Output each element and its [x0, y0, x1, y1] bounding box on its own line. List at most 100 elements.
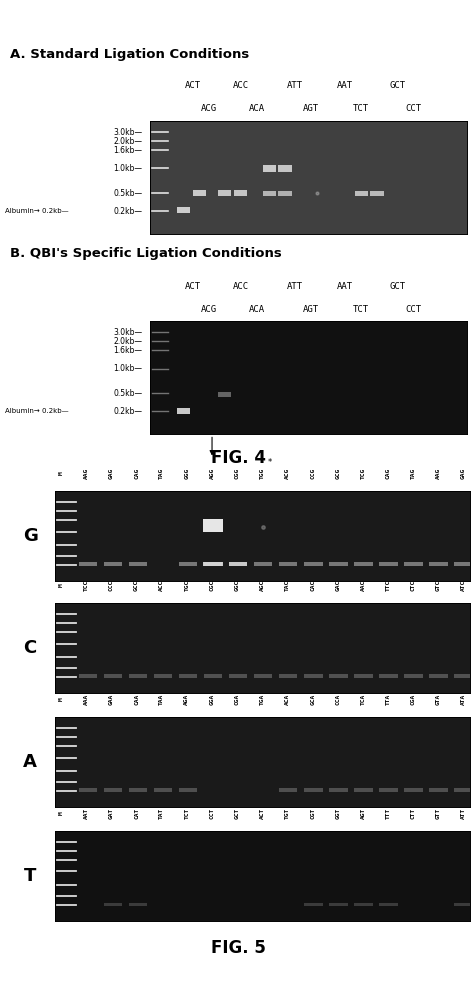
Text: CAG: CAG	[385, 467, 390, 479]
Text: ACT: ACT	[185, 81, 201, 89]
Point	[259, 519, 267, 535]
Text: CGG: CGG	[234, 467, 239, 479]
Text: C: C	[23, 639, 37, 657]
Bar	[428, 675, 447, 678]
Bar	[378, 675, 397, 678]
Bar	[204, 562, 222, 566]
Bar	[203, 519, 223, 531]
Text: A. Standard Ligation Conditions: A. Standard Ligation Conditions	[10, 47, 248, 61]
Bar	[354, 562, 372, 566]
Bar	[154, 675, 172, 678]
Text: TTT: TTT	[385, 807, 390, 819]
Text: *: *	[267, 458, 271, 466]
Text: TCT: TCT	[184, 807, 189, 819]
Text: GCT: GCT	[389, 81, 405, 89]
Text: TCC: TCC	[84, 579, 89, 591]
Text: T: T	[24, 867, 36, 885]
Text: GCT: GCT	[389, 282, 405, 291]
Bar	[228, 675, 247, 678]
Bar	[104, 675, 122, 678]
Text: ACG: ACG	[200, 104, 217, 113]
Bar	[370, 191, 383, 196]
Text: CCC: CCC	[109, 579, 114, 591]
Bar	[354, 902, 372, 905]
Text: AGA: AGA	[184, 693, 189, 705]
Bar	[234, 191, 247, 196]
Bar	[104, 902, 122, 905]
Text: GAG: GAG	[109, 467, 114, 479]
Bar	[354, 675, 372, 678]
Text: AGC: AGC	[259, 579, 264, 591]
Text: TAT: TAT	[159, 807, 164, 819]
Text: ATC: ATC	[460, 579, 465, 591]
Text: CAG: CAG	[134, 467, 139, 479]
Text: AAA: AAA	[84, 693, 89, 705]
Text: CGA: CGA	[410, 693, 415, 705]
Text: ACC: ACC	[159, 579, 164, 591]
Text: GAG: GAG	[460, 467, 465, 479]
Text: CTC: CTC	[410, 579, 415, 591]
Text: 3.0kb—: 3.0kb—	[113, 128, 142, 136]
Text: ACC: ACC	[232, 81, 248, 89]
Text: ATT: ATT	[286, 81, 302, 89]
Text: CCT: CCT	[405, 305, 421, 314]
Text: TAA: TAA	[159, 693, 164, 705]
Text: TAC: TAC	[285, 579, 289, 591]
Text: M: M	[59, 583, 63, 587]
Text: TCA: TCA	[360, 693, 365, 705]
Text: CCG: CCG	[309, 467, 315, 479]
Bar	[378, 562, 397, 566]
Bar	[354, 191, 367, 196]
Bar	[129, 675, 147, 678]
Bar	[278, 789, 297, 791]
Text: CTT: CTT	[410, 807, 415, 819]
Bar	[178, 789, 197, 791]
Text: TCT: TCT	[352, 104, 368, 113]
Bar	[454, 675, 472, 678]
Bar	[278, 191, 291, 196]
Text: GCC: GCC	[134, 579, 139, 591]
Text: ACG: ACG	[200, 305, 217, 314]
Text: 1.0kb—: 1.0kb—	[113, 164, 142, 173]
Text: 0.2kb—: 0.2kb—	[113, 407, 142, 416]
Text: G: G	[23, 527, 38, 545]
Text: GAT: GAT	[109, 807, 114, 819]
Text: GTA: GTA	[435, 693, 440, 705]
Text: CAC: CAC	[309, 579, 315, 591]
Bar	[304, 562, 322, 566]
Text: 2.0kb—: 2.0kb—	[113, 337, 142, 346]
Bar	[328, 789, 347, 791]
Text: 1.6kb—: 1.6kb—	[113, 145, 142, 154]
Text: M: M	[59, 471, 63, 475]
Text: CGA: CGA	[234, 693, 239, 705]
Text: ACA: ACA	[248, 104, 264, 113]
Text: GCT: GCT	[234, 807, 239, 819]
Text: TTC: TTC	[385, 579, 390, 591]
Bar	[278, 165, 291, 172]
Text: AGT: AGT	[302, 305, 318, 314]
Text: FIG. 4: FIG. 4	[210, 449, 266, 466]
Text: ACG: ACG	[285, 467, 289, 479]
Text: TTA: TTA	[385, 693, 390, 705]
Text: GCA: GCA	[309, 693, 315, 705]
Text: 1.6kb—: 1.6kb—	[113, 346, 142, 355]
Bar	[79, 562, 97, 566]
Text: GAA: GAA	[109, 693, 114, 705]
Bar	[254, 562, 272, 566]
Text: CCA: CCA	[335, 693, 339, 705]
Bar	[454, 789, 472, 791]
Text: AGT: AGT	[302, 104, 318, 113]
Text: CGT: CGT	[309, 807, 315, 819]
Bar	[177, 207, 190, 213]
Bar	[262, 165, 275, 172]
Text: GAC: GAC	[335, 579, 339, 591]
Bar	[203, 562, 223, 566]
Bar	[404, 562, 422, 566]
Bar	[129, 789, 147, 791]
Bar	[328, 902, 347, 905]
Text: ACA: ACA	[285, 693, 289, 705]
Bar	[178, 675, 197, 678]
Text: GGA: GGA	[209, 693, 214, 705]
Bar	[104, 789, 122, 791]
Text: AGG: AGG	[209, 467, 214, 479]
